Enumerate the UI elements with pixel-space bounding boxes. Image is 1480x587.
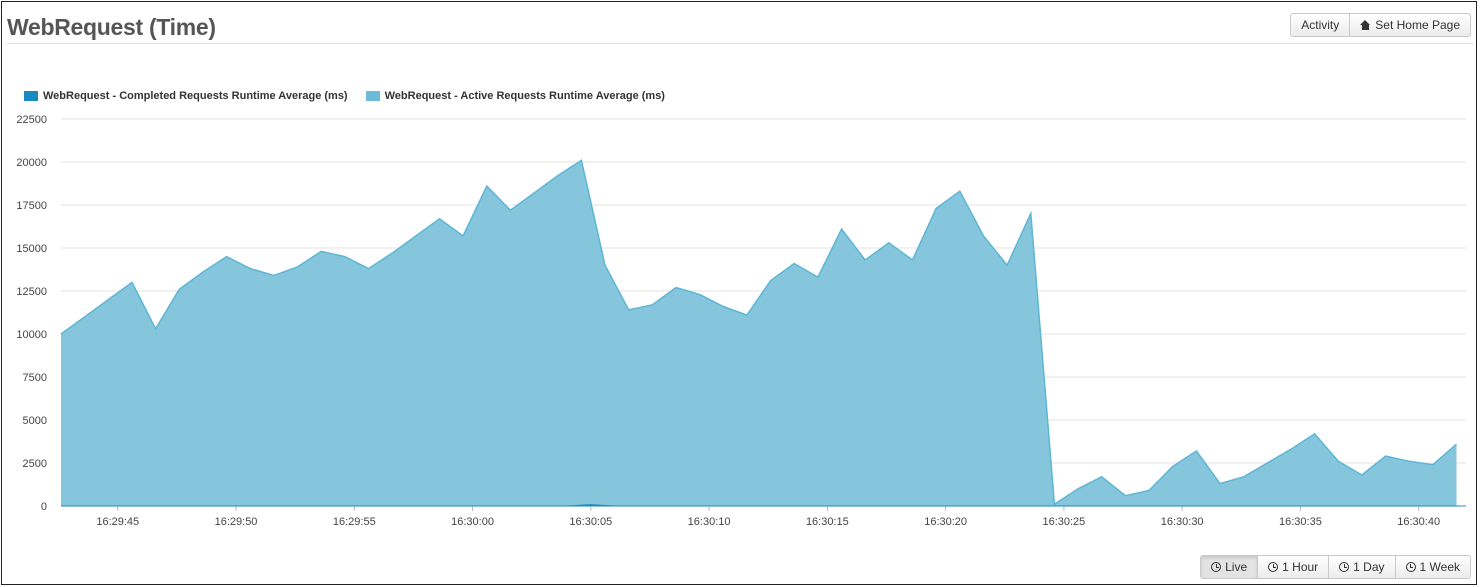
range-live-label: Live: [1225, 560, 1248, 574]
page-title: WebRequest (Time): [7, 14, 216, 40]
active-series-line: [60, 159, 1457, 506]
range-1-day-button[interactable]: 1 Day: [1329, 555, 1396, 579]
y-tick-label: 22500: [16, 114, 47, 126]
y-tick-label: 0: [41, 501, 47, 513]
clock-icon: [1339, 562, 1350, 572]
y-tick-label: 2500: [23, 458, 47, 470]
clock-icon: [1268, 562, 1279, 572]
legend-label-active: WebRequest - Active Requests Runtime Ave…: [384, 90, 665, 102]
legend-item-active[interactable]: WebRequest - Active Requests Runtime Ave…: [365, 90, 665, 102]
x-tick-label: 16:30:10: [688, 516, 731, 528]
activity-button[interactable]: Activity: [1290, 13, 1351, 37]
y-axis: 0 2500 5000 7500 10000 12500 15000 17500 20000 22…: [16, 114, 47, 513]
range-1-hour-button[interactable]: 1 Hour: [1258, 555, 1330, 579]
completed-series-area: [61, 504, 1466, 507]
range-1-day-label: 1 Day: [1353, 560, 1385, 574]
y-tick-label: 10000: [16, 329, 47, 341]
range-1-week-label: 1 Week: [1419, 560, 1460, 574]
x-tick-label: 16:30:05: [569, 516, 612, 528]
y-tick-label: 7500: [23, 372, 47, 384]
x-axis: 16:29:45 16:29:50 16:29:55 16:30:00 16:30:05…: [61, 505, 1466, 528]
range-button-group: Live 1 Hour 1 Day 1 Week: [1200, 555, 1471, 579]
range-1-hour-label: 1 Hour: [1282, 560, 1319, 574]
legend-swatch-active: [365, 91, 380, 101]
clock-icon: [1211, 562, 1222, 572]
set-home-page-button[interactable]: Set Home Page: [1350, 13, 1471, 37]
chart-legend: WebRequest - Completed Requests Runtime …: [24, 90, 665, 102]
x-tick-label: 16:30:00: [451, 516, 494, 528]
y-tick-label: 12500: [16, 286, 47, 298]
legend-swatch-completed: [24, 91, 38, 101]
chart-series: [60, 159, 1466, 507]
set-home-page-label: Set Home Page: [1375, 18, 1460, 32]
title-divider: [7, 43, 1473, 44]
y-tick-label: 20000: [16, 157, 47, 169]
range-live-button[interactable]: Live: [1200, 555, 1259, 579]
x-tick-label: 16:30:40: [1397, 516, 1440, 528]
home-icon: [1360, 20, 1371, 30]
y-tick-label: 17500: [16, 200, 47, 212]
legend-label-completed: WebRequest - Completed Requests Runtime …: [43, 90, 348, 102]
x-tick-label: 16:30:35: [1279, 516, 1322, 528]
x-tick-label: 16:30:25: [1042, 516, 1085, 528]
x-tick-label: 16:29:55: [333, 516, 376, 528]
activity-button-label: Activity: [1301, 18, 1340, 32]
active-series-area: [61, 160, 1457, 507]
header-button-group: Activity Set Home Page: [1290, 13, 1471, 37]
legend-item-completed[interactable]: WebRequest - Completed Requests Runtime …: [24, 90, 348, 102]
x-tick-label: 16:29:45: [96, 516, 139, 528]
clock-icon: [1405, 562, 1416, 572]
range-1-week-button[interactable]: 1 Week: [1395, 555, 1471, 579]
x-tick-label: 16:30:30: [1161, 516, 1204, 528]
y-tick-label: 5000: [23, 415, 47, 427]
x-tick-label: 16:30:15: [806, 516, 849, 528]
x-tick-label: 16:29:50: [215, 516, 258, 528]
y-tick-label: 15000: [16, 243, 47, 255]
x-tick-label: 16:30:20: [924, 516, 967, 528]
